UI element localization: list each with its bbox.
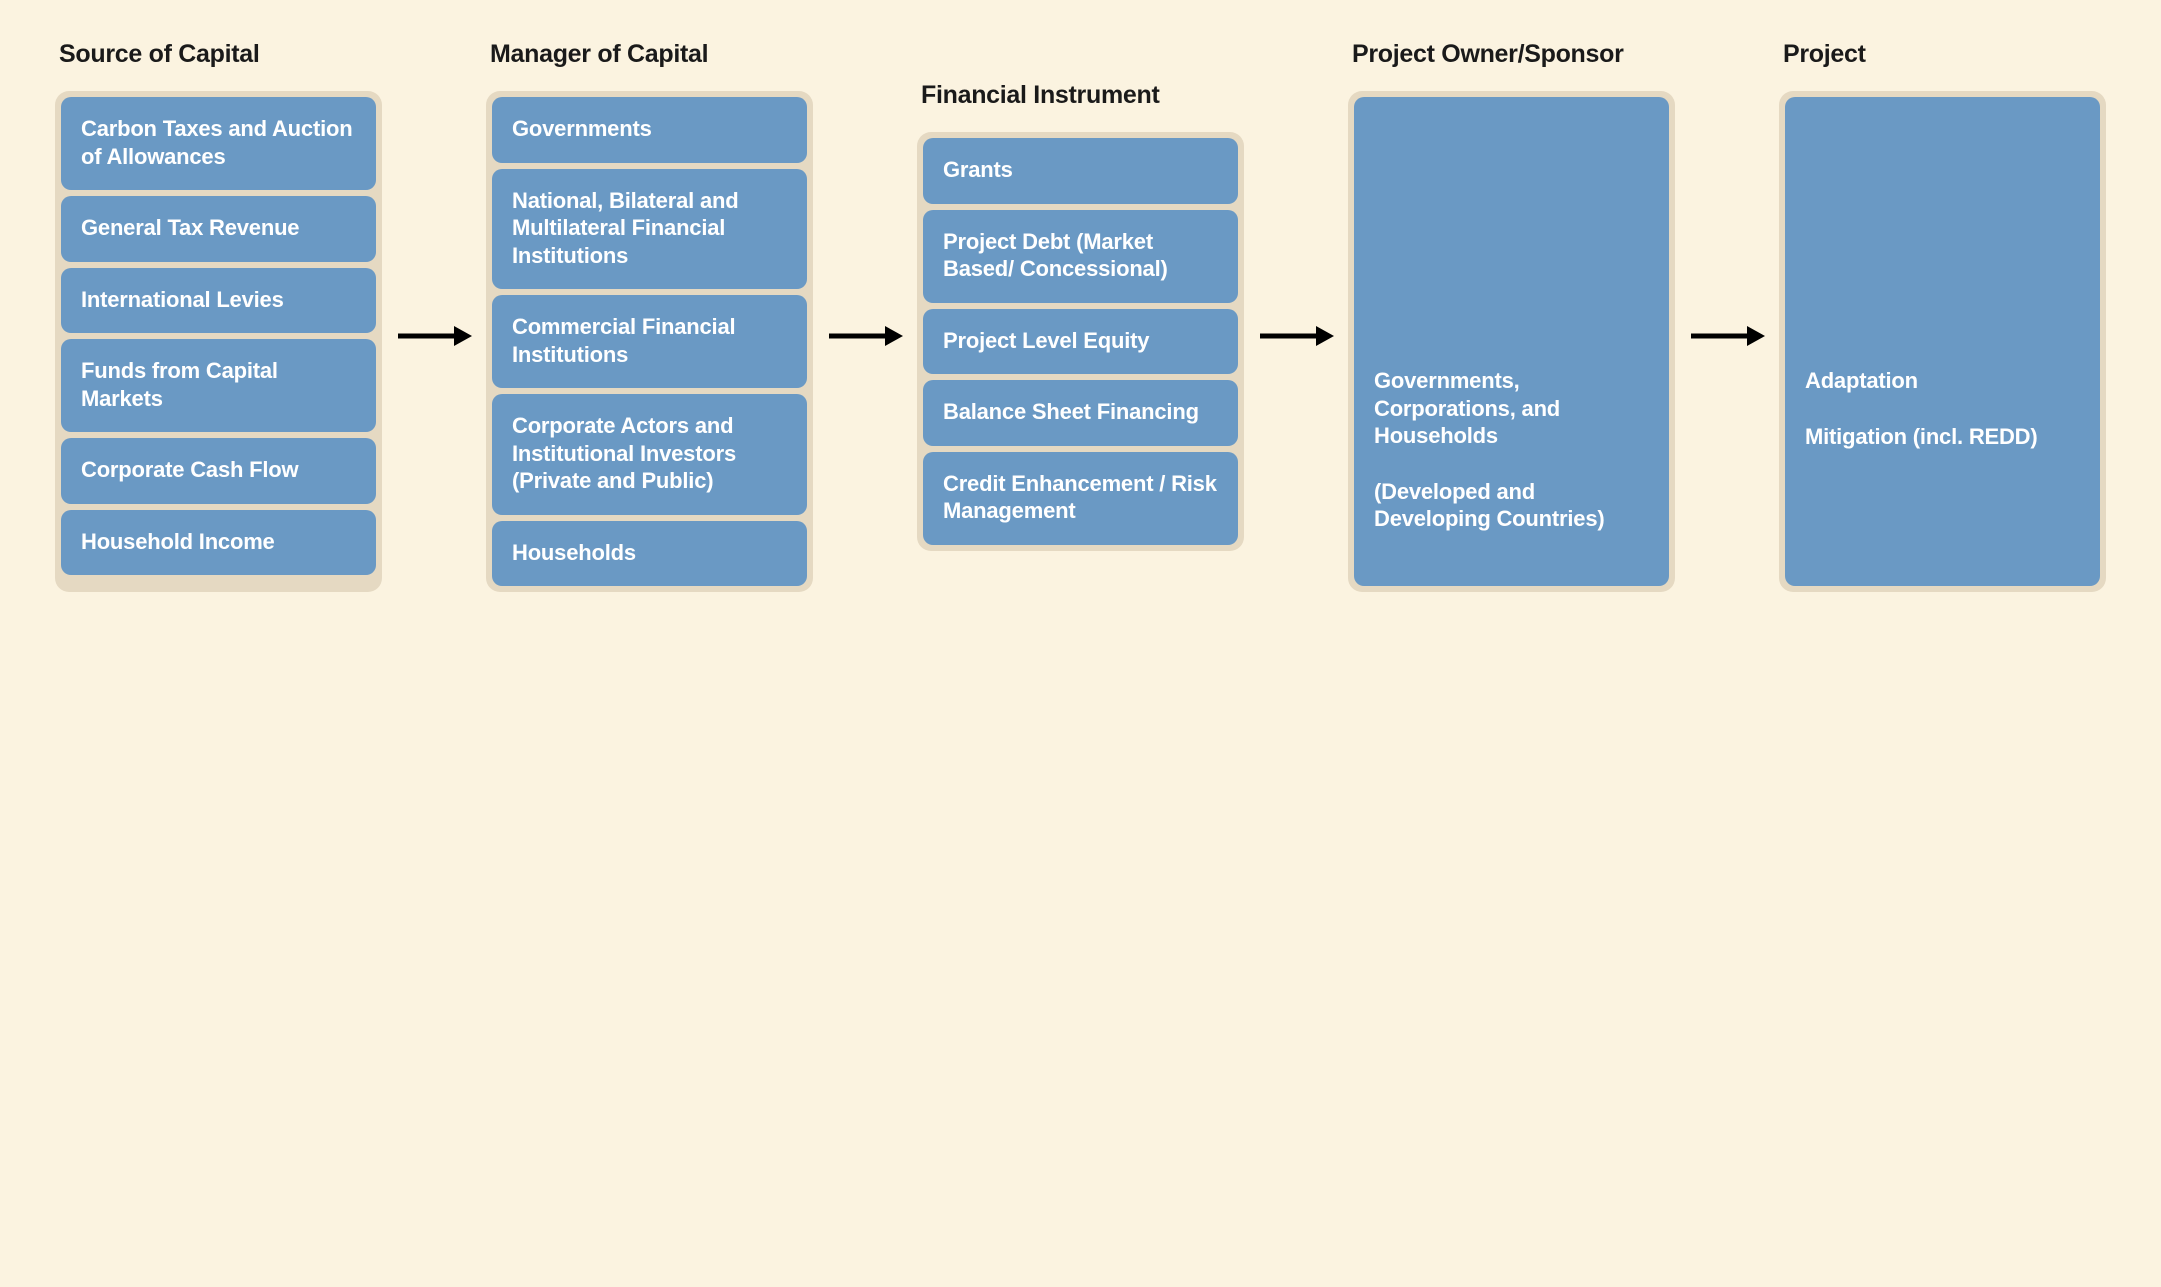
box-corporate-cash-flow: Corporate Cash Flow: [61, 438, 376, 504]
column-header: Manager of Capital: [486, 40, 813, 69]
box-balance-sheet: Balance Sheet Financing: [923, 380, 1238, 446]
column-header: Project: [1779, 40, 2106, 69]
text-owner-entities: Governments, Corporations, and Household…: [1374, 367, 1649, 450]
arrow-icon: [396, 324, 472, 348]
box-grants: Grants: [923, 138, 1238, 204]
column-body: Carbon Taxes and Auction of Allowances G…: [55, 91, 382, 592]
box-carbon-taxes: Carbon Taxes and Auction of Allowances: [61, 97, 376, 190]
arrow-icon: [1689, 324, 1765, 348]
column-body: Governments National, Bilateral and Mult…: [486, 91, 813, 592]
text-adaptation: Adaptation: [1805, 367, 2080, 395]
column-body: Adaptation Mitigation (incl. REDD): [1779, 91, 2106, 592]
column-body: Governments, Corporations, and Household…: [1348, 91, 1675, 592]
box-funds-capital-markets: Funds from Capital Markets: [61, 339, 376, 432]
box-corporate-actors: Corporate Actors and Institutional Inves…: [492, 394, 807, 515]
box-international-levies: International Levies: [61, 268, 376, 334]
box-project: Adaptation Mitigation (incl. REDD): [1785, 97, 2100, 586]
box-multilateral-institutions: National, Bilateral and Multilateral Fin…: [492, 169, 807, 290]
column-project-owner: Project Owner/Sponsor Governments, Corpo…: [1348, 40, 1675, 592]
arrow-2: [813, 324, 917, 348]
column-financial-instrument: Financial Instrument Grants Project Debt…: [917, 81, 1244, 551]
column-header: Financial Instrument: [917, 81, 1244, 110]
box-household-income: Household Income: [61, 510, 376, 576]
text-mitigation: Mitigation (incl. REDD): [1805, 423, 2080, 451]
capital-flow-diagram: Source of Capital Carbon Taxes and Aucti…: [55, 40, 2106, 592]
arrow-4: [1675, 324, 1779, 348]
box-project-debt: Project Debt (Market Based/ Concessional…: [923, 210, 1238, 303]
box-credit-enhancement: Credit Enhancement / Risk Management: [923, 452, 1238, 545]
column-project: Project Adaptation Mitigation (incl. RED…: [1779, 40, 2106, 592]
arrow-3: [1244, 324, 1348, 348]
box-governments: Governments: [492, 97, 807, 163]
column-body: Grants Project Debt (Market Based/ Conce…: [917, 132, 1244, 551]
arrow-1: [382, 324, 486, 348]
text-owner-countries: (Developed and Developing Countries): [1374, 478, 1649, 533]
box-households: Households: [492, 521, 807, 587]
box-commercial-institutions: Commercial Financial Institutions: [492, 295, 807, 388]
column-header: Project Owner/Sponsor: [1348, 40, 1675, 69]
column-header: Source of Capital: [55, 40, 382, 69]
column-source-of-capital: Source of Capital Carbon Taxes and Aucti…: [55, 40, 382, 592]
box-project-equity: Project Level Equity: [923, 309, 1238, 375]
box-general-tax-revenue: General Tax Revenue: [61, 196, 376, 262]
arrow-icon: [827, 324, 903, 348]
arrow-icon: [1258, 324, 1334, 348]
box-project-owner: Governments, Corporations, and Household…: [1354, 97, 1669, 586]
column-manager-of-capital: Manager of Capital Governments National,…: [486, 40, 813, 592]
